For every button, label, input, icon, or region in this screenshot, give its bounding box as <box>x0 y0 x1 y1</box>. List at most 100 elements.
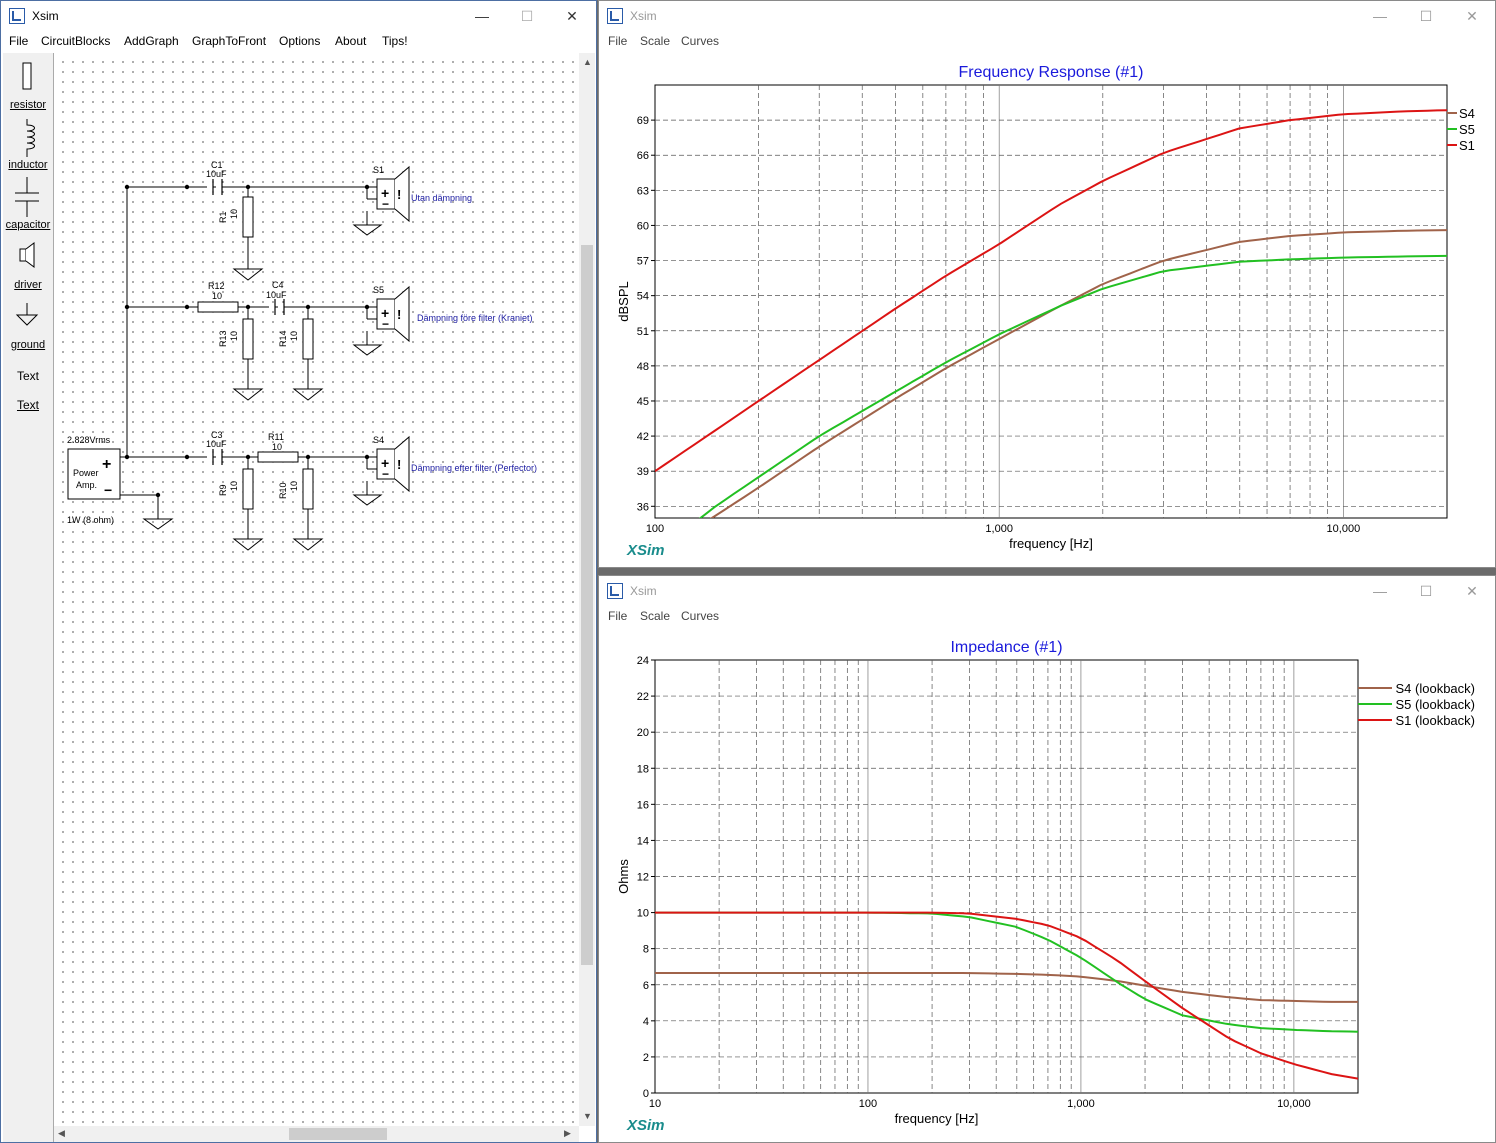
tool-capacitor-label[interactable]: capacitor <box>5 219 51 231</box>
r10-name: R10 <box>278 482 288 499</box>
resistor-r12 <box>197 301 239 313</box>
component-toolbox: resistor inductor capacitor driver groun… <box>3 53 54 1142</box>
y-tick-label: 51 <box>637 326 649 338</box>
amp-rating: 1W (8 ohm) <box>67 515 114 525</box>
r14-value: 10 <box>289 331 299 341</box>
resistor-r9 <box>242 468 254 510</box>
menu-scale[interactable]: Scale <box>640 609 671 623</box>
svg-text:−: − <box>382 317 389 331</box>
ground-symbol <box>352 494 383 506</box>
frequency-graph-window: Xsim — ☐ ✕ File Scale Curves Frequency R… <box>598 0 1496 568</box>
y-tick-label: 48 <box>637 361 649 373</box>
tool-text-plain[interactable]: Text <box>16 369 39 383</box>
s1-label: Utan dämpning <box>411 193 472 203</box>
tool-driver[interactable] <box>3 241 53 278</box>
resistor-r11 <box>257 451 299 463</box>
ground-symbol <box>352 224 383 236</box>
r11-value: 10 <box>272 442 282 452</box>
tool-capacitor[interactable] <box>3 177 53 222</box>
scroll-right-icon[interactable]: ▶ <box>564 1128 571 1138</box>
vertical-scrollbar[interactable]: ▲ ▼ <box>579 53 595 1126</box>
c3-value: 10uF <box>206 439 227 449</box>
menu-scale[interactable]: Scale <box>640 34 671 48</box>
tool-inductor[interactable] <box>3 117 53 164</box>
s5-label: Dämpning före filter (Kraniet) <box>417 313 533 323</box>
scroll-left-icon[interactable]: ◀ <box>58 1128 65 1138</box>
y-tick-label: 39 <box>637 466 649 478</box>
series-line-s1 <box>655 911 1358 1080</box>
speaker-s4 <box>367 435 410 493</box>
legend-label: S4 (lookback) <box>1396 681 1475 696</box>
minimize-button[interactable]: — <box>1373 8 1387 24</box>
x-tick-label: 1,000 <box>985 523 1013 535</box>
svg-text:+: + <box>381 305 389 321</box>
scroll-down-icon[interactable]: ▼ <box>583 1111 592 1121</box>
menu-curves[interactable]: Curves <box>681 34 720 48</box>
r10-value: 10 <box>289 481 299 491</box>
schematic-canvas[interactable]: + − ! + − ! + − ! + − C1 10u <box>54 53 579 1126</box>
menu-file[interactable]: File <box>9 34 29 48</box>
close-button[interactable]: ✕ <box>566 8 578 24</box>
resistor-r10 <box>302 468 314 510</box>
amp-voltage: 2.828Vrms <box>67 435 111 445</box>
frequency-titlebar[interactable]: Xsim — ☐ ✕ <box>599 1 1495 31</box>
tool-text-underlined[interactable]: Text <box>16 398 39 412</box>
impedance-window-title: Xsim <box>630 584 657 598</box>
plot-frame <box>654 84 1448 519</box>
main-window-title: Xsim <box>32 9 59 23</box>
vertical-scroll-thumb[interactable] <box>581 245 593 965</box>
maximize-button[interactable]: ☐ <box>1419 8 1433 24</box>
y-tick-label: 63 <box>637 185 649 197</box>
speaker-icon <box>19 242 35 268</box>
amp-line1: Power <box>73 468 99 478</box>
main-menubar: File CircuitBlocks AddGraph GraphToFront… <box>1 31 596 51</box>
minimize-button[interactable]: — <box>1373 583 1387 599</box>
svg-text:!: ! <box>397 307 401 322</box>
tool-inductor-label[interactable]: inductor <box>8 159 48 171</box>
tool-resistor[interactable] <box>3 59 53 102</box>
frequency-response-chart[interactable]: Frequency Response (#1) 36 39 42 45 48 51 54 57 6… <box>599 51 1495 567</box>
r12-value: 10 <box>212 291 222 301</box>
menu-addgraph[interactable]: AddGraph <box>124 34 179 48</box>
minimize-button[interactable]: — <box>475 8 489 24</box>
menu-graphtofront[interactable]: GraphToFront <box>192 34 267 48</box>
xsim-app-icon <box>607 583 623 599</box>
menu-file[interactable]: File <box>608 34 628 48</box>
ground-symbol <box>232 268 264 281</box>
y-tick-label: 14 <box>637 835 649 847</box>
impedance-menubar: File Scale Curves <box>599 606 1495 626</box>
main-window: Xsim — ☐ ✕ File CircuitBlocks AddGraph G… <box>0 0 597 1143</box>
c4-value: 10uF <box>266 290 287 300</box>
maximize-button[interactable]: ☐ <box>520 8 534 24</box>
tool-ground[interactable] <box>3 301 53 338</box>
tool-resistor-label[interactable]: resistor <box>9 99 47 111</box>
menu-about[interactable]: About <box>335 34 367 48</box>
horizontal-scroll-thumb[interactable] <box>289 1128 387 1140</box>
close-button[interactable]: ✕ <box>1466 8 1478 24</box>
r1-name: R1 <box>218 211 228 223</box>
close-button[interactable]: ✕ <box>1466 583 1478 599</box>
horizontal-scrollbar[interactable]: ◀ ▶ <box>54 1126 579 1142</box>
x-tick-label: 1,000 <box>1067 1098 1095 1110</box>
c1-value: 10uF <box>206 169 227 179</box>
resistor-r1 <box>242 196 254 238</box>
menu-circuitblocks[interactable]: CircuitBlocks <box>41 34 111 48</box>
amp-line2: Amp. <box>76 480 97 490</box>
main-titlebar[interactable]: Xsim — ☐ ✕ <box>1 1 596 31</box>
menu-curves[interactable]: Curves <box>681 609 720 623</box>
scroll-up-icon[interactable]: ▲ <box>583 57 592 67</box>
frequency-menubar: File Scale Curves <box>599 31 1495 51</box>
y-tick-label: 10 <box>637 908 649 920</box>
menu-options[interactable]: Options <box>279 34 321 48</box>
y-tick-label: 45 <box>637 396 649 408</box>
tool-driver-label[interactable]: driver <box>14 279 42 291</box>
legend-label: S1 <box>1459 138 1475 153</box>
menu-tips[interactable]: Tips! <box>382 34 408 48</box>
s5-name: S5 <box>373 285 384 295</box>
impedance-titlebar[interactable]: Xsim — ☐ ✕ <box>599 576 1495 606</box>
power-amp-block <box>67 448 121 500</box>
maximize-button[interactable]: ☐ <box>1419 583 1433 599</box>
tool-ground-label[interactable]: ground <box>10 339 46 351</box>
menu-file[interactable]: File <box>608 609 628 623</box>
